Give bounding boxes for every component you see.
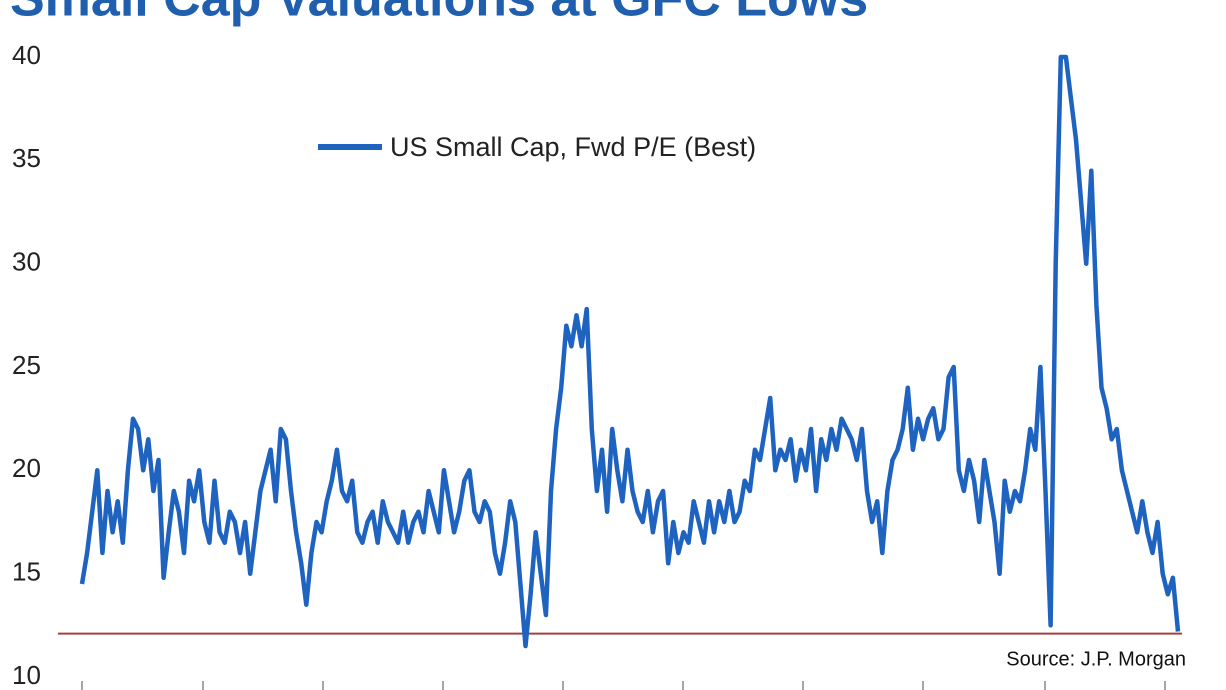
source-note: Source: J.P. Morgan: [1006, 648, 1186, 670]
y-tick-label: 15: [12, 557, 41, 587]
chart-title: Small Cap Valuations at GFC Lows: [10, 0, 868, 28]
y-tick-label: 25: [12, 350, 41, 380]
legend-label: US Small Cap, Fwd P/E (Best): [390, 132, 756, 162]
x-ticks: [81, 681, 1166, 690]
y-tick-label: 20: [12, 453, 41, 483]
y-tick-label: 40: [12, 40, 41, 70]
data-line: [79, 54, 1181, 649]
y-tick-label: 30: [12, 247, 41, 277]
y-tick-label: 10: [12, 660, 41, 690]
y-tick-label: 35: [12, 143, 41, 173]
